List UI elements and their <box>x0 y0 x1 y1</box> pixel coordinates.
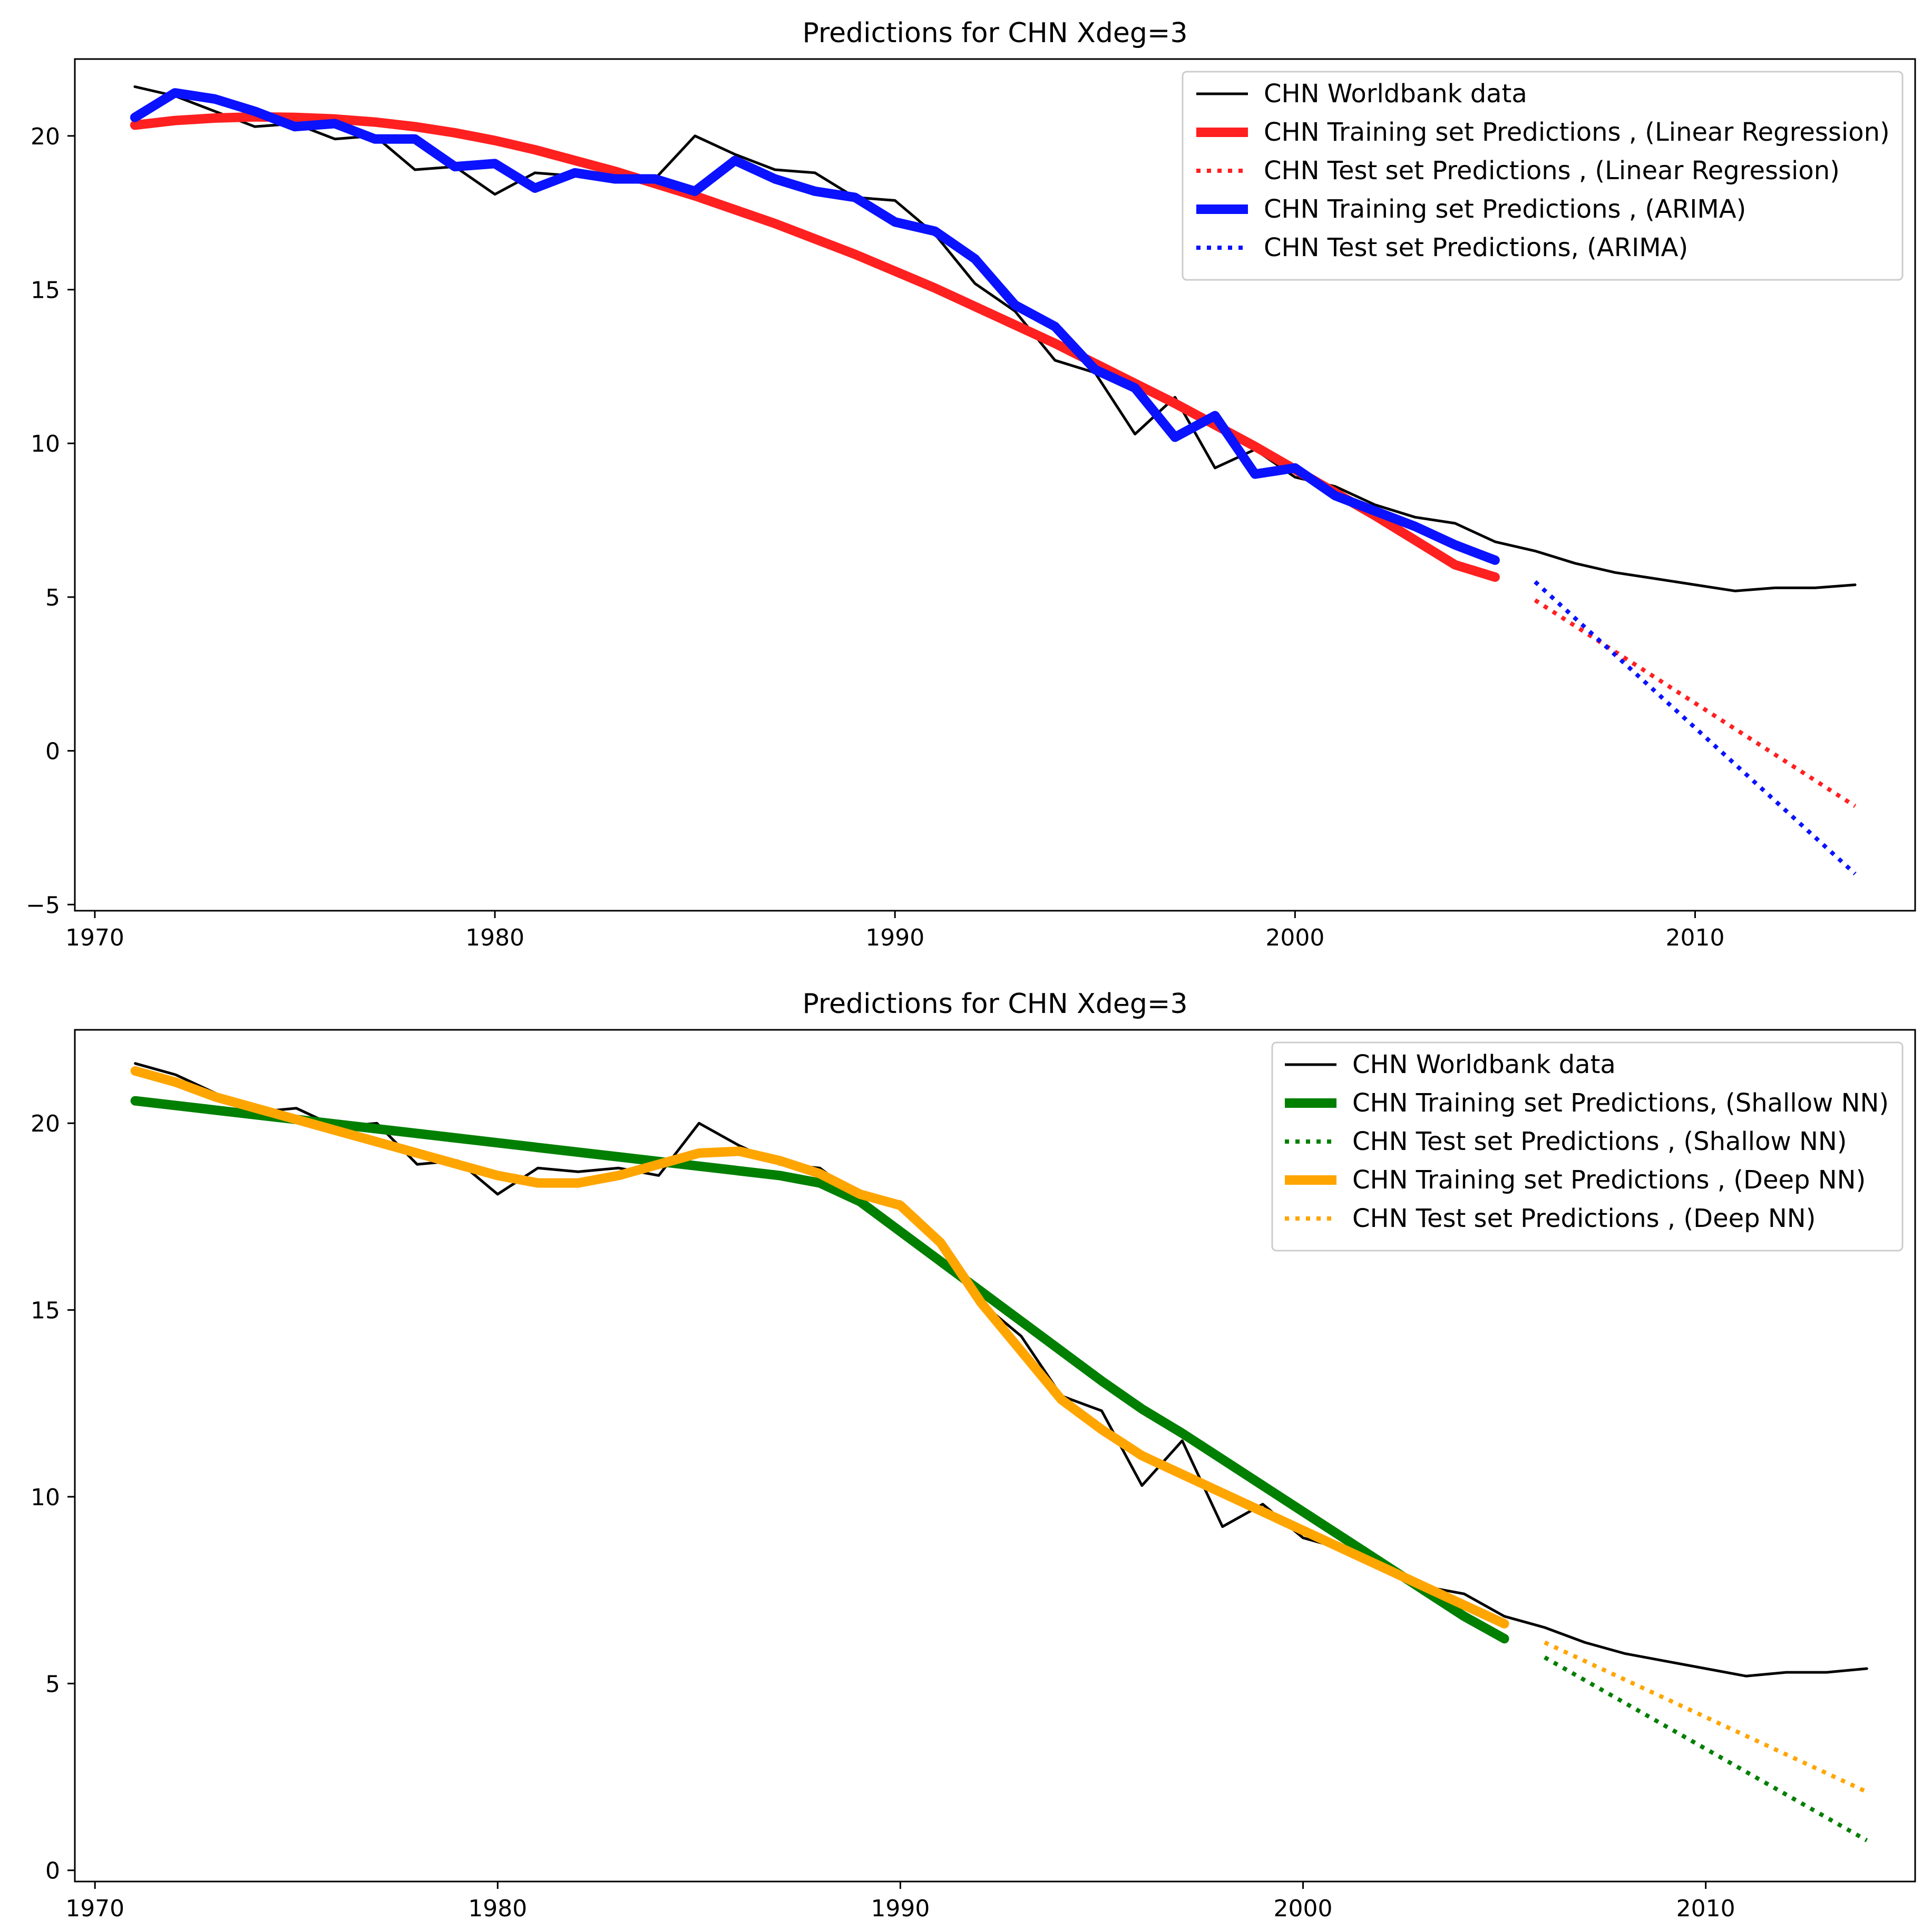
chart2-y-tick-label: 10 <box>31 1484 60 1511</box>
chart1-title: Predictions for CHN Xdeg=3 <box>802 17 1187 49</box>
chart1-series-1 <box>133 85 1857 592</box>
chart1-y-tick-label: 0 <box>45 738 60 765</box>
chart2-x-tick-label: 1980 <box>468 1895 527 1922</box>
chart1-series-4 <box>130 88 1500 565</box>
chart1-x-tick-label: 1990 <box>865 924 924 951</box>
chart2-axes-frame <box>74 1029 1916 1883</box>
chart2-series-3 <box>1544 1655 1868 1843</box>
chart1-y-tick-label: 10 <box>31 431 60 457</box>
chart2-x-tick-label: 2010 <box>1676 1895 1735 1922</box>
chart2-series-5 <box>1544 1640 1868 1794</box>
chart2-legend: CHN Worldbank data CHN Training set Predi… <box>1271 1041 1904 1252</box>
chart1-y-tick-label: 20 <box>31 123 60 150</box>
chart2-legend-label-1: CHN Worldbank data <box>1352 1050 1616 1079</box>
chart1-series-3 <box>1534 598 1857 808</box>
chart1-legend-label-2: CHN Training set Predictions , (Linear R… <box>1264 118 1890 147</box>
chart1-plot-area <box>130 85 1857 875</box>
chart1-legend-label-3: CHN Test set Predictions , (Linear Regre… <box>1264 156 1840 186</box>
chart1-x-tick-label: 1970 <box>65 924 124 951</box>
chart1-y-tick-label: −5 <box>26 892 60 919</box>
chart1-y-tick-label: 5 <box>45 584 60 611</box>
chart2-x-tick-label: 2000 <box>1274 1895 1333 1922</box>
chart2-legend-label-4: CHN Training set Predictions , (Deep NN) <box>1352 1165 1866 1195</box>
chart2: Predictions for CHN Xdeg=3 1970 1980 1990 20… <box>31 988 1916 1922</box>
chart2-legend-label-3: CHN Test set Predictions , (Shallow NN) <box>1352 1127 1847 1156</box>
chart2-x-tick-label: 1990 <box>871 1895 930 1922</box>
chart1-x-tick-label: 2000 <box>1265 924 1324 951</box>
chart2-y-tick-label: 20 <box>31 1110 60 1137</box>
chart2-series-1 <box>134 1062 1868 1678</box>
chart1-legend-label-4: CHN Training set Predictions , (ARIMA) <box>1264 194 1746 224</box>
chart1-legend-label-1: CHN Worldbank data <box>1264 79 1527 109</box>
chart2-x-tick-label: 1970 <box>65 1895 124 1922</box>
chart2-y-tick-label: 15 <box>31 1298 60 1324</box>
chart2-plot-area <box>130 1062 1868 1843</box>
chart2-title: Predictions for CHN Xdeg=3 <box>802 988 1187 1020</box>
chart2-y-tick-label: 5 <box>45 1671 60 1698</box>
chart2-legend-label-2: CHN Training set Predictions, (Shallow N… <box>1352 1088 1889 1118</box>
chart2-y-tick-label: 0 <box>45 1858 60 1885</box>
chart1: Predictions for CHN Xdeg=3 1970 1980 1990 20… <box>26 17 1916 951</box>
chart1-x-tick-label: 2010 <box>1665 924 1724 951</box>
chart1-legend-label-5: CHN Test set Predictions, (ARIMA) <box>1264 233 1688 262</box>
chart1-series-2 <box>130 112 1500 582</box>
chart2-series-4 <box>130 1066 1509 1629</box>
chart2-legend-box <box>1271 1041 1904 1252</box>
chart1-y-tick-label: 15 <box>31 277 60 304</box>
chart1-axes-frame <box>74 58 1916 912</box>
chart2-legend-label-5: CHN Test set Predictions , (Deep NN) <box>1352 1204 1816 1233</box>
chart2-series-2 <box>130 1096 1509 1644</box>
chart1-legend: CHN Worldbank data CHN Training set Predi… <box>1182 71 1904 281</box>
chart1-x-tick-label: 1980 <box>465 924 524 951</box>
chart1-legend-box <box>1182 71 1904 281</box>
chart1-series-5 <box>1534 580 1857 875</box>
